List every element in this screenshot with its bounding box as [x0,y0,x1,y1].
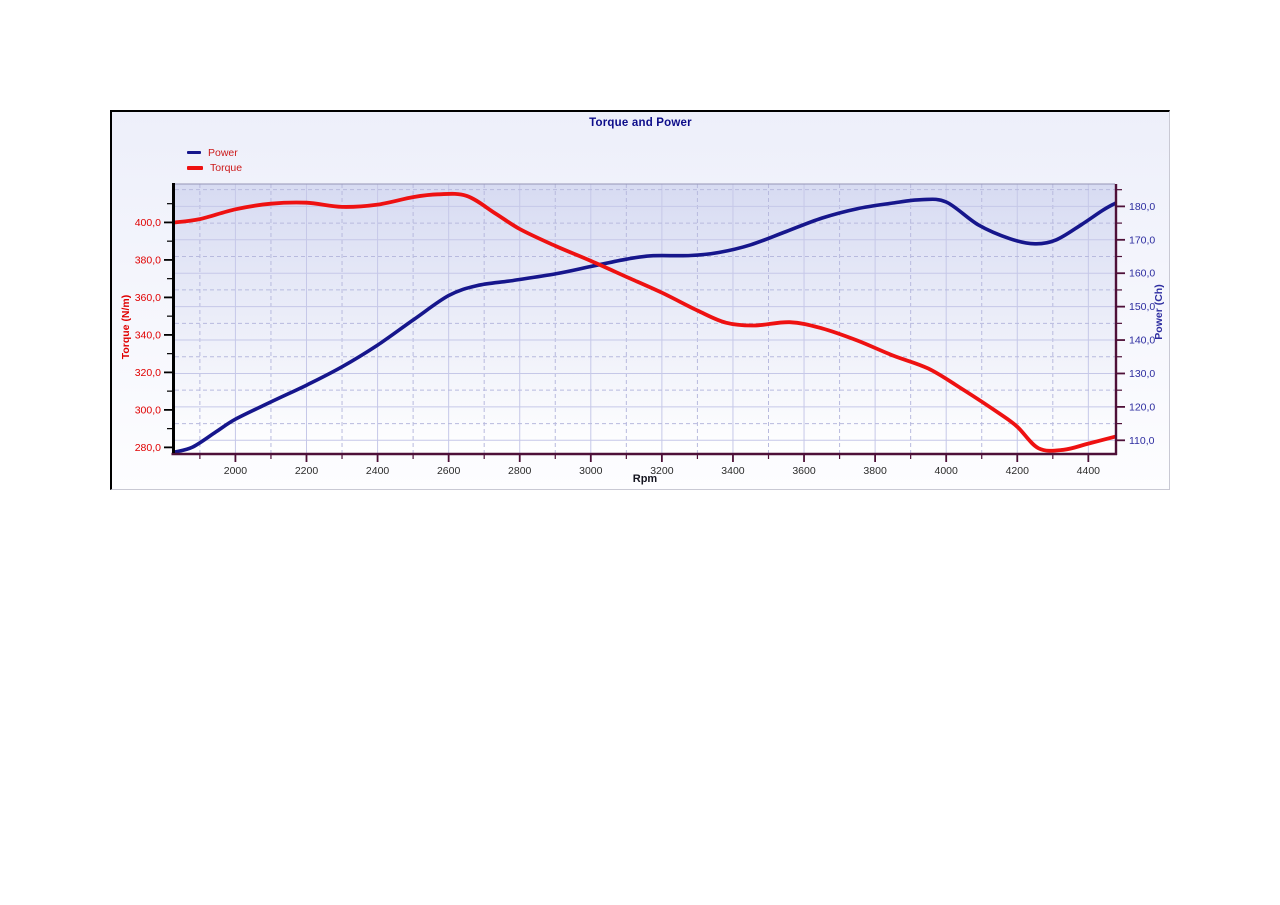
x-axis: 2000 2200 2400 2600 2800 3000 3200 3400 3600 3800… [199,454,1101,477]
right-axis-tick-label: 140,0 [1129,335,1155,347]
right-axis-tick-label: 150,0 [1129,301,1155,313]
x-axis-tick-label: 3800 [863,465,887,477]
x-axis-tick-label: 2200 [295,465,319,477]
x-axis-tick-label: 2400 [366,465,390,477]
right-axis-tick-label: 120,0 [1129,401,1155,413]
power-line-swatch [187,151,201,154]
right-axis: 110,0 120,0 130,0 140,0 150,0 160,0 170,0 180,0 [1117,189,1155,447]
torque-line-swatch [187,165,203,170]
torque-curve [173,191,1117,453]
power-curve [173,197,1117,454]
left-axis-tick-label: 320,0 [135,367,161,379]
left-axis-tick-label: 340,0 [135,329,161,341]
chart-canvas: 280,0 300,0 320,0 340,0 360,0 380,0 400,0 110,0… [135,183,1155,477]
x-axis-tick-label: 2800 [508,465,532,477]
gridlines [175,184,1115,453]
left-axis-tick-label: 380,0 [135,254,161,266]
left-axis: 280,0 300,0 320,0 340,0 360,0 380,0 400,0 [135,203,172,454]
x-axis-tick-label: 3400 [721,465,745,477]
x-axis-tick-label: 2600 [437,465,461,477]
left-axis-tick-label: 400,0 [135,217,161,229]
x-axis-tick-label: 4200 [1006,465,1030,477]
x-axis-tick-label: 3000 [579,465,603,477]
left-axis-tick-label: 280,0 [135,442,161,454]
x-axis-tick-label: 3600 [792,465,816,477]
legend-item-power: Power [187,145,242,160]
left-axis-tick-label: 360,0 [135,292,161,304]
right-axis-tick-label: 180,0 [1129,201,1155,213]
right-axis-tick-label: 160,0 [1129,268,1155,280]
right-axis-tick-label: 170,0 [1129,234,1155,246]
chart-panel: Torque and Power Power Torque Torque (N/… [110,110,1170,490]
x-axis-tick-label: 2000 [224,465,248,477]
x-axis-tick-label: 4400 [1077,465,1101,477]
chart-title: Torque and Power [589,117,692,129]
x-axis-tick-label: 4000 [935,465,959,477]
legend-label-power: Power [208,146,238,159]
x-axis-tick-label: 3200 [650,465,674,477]
x-axis-title: Rpm [632,473,658,485]
right-axis-tick-label: 110,0 [1129,435,1155,447]
legend-label-torque: Torque [210,161,243,174]
right-axis-tick-label: 130,0 [1129,368,1155,380]
plot-area [175,184,1115,453]
left-axis-tick-label: 300,0 [135,404,161,416]
legend-item-torque: Torque [187,160,242,175]
legend: Power Torque [187,145,242,175]
